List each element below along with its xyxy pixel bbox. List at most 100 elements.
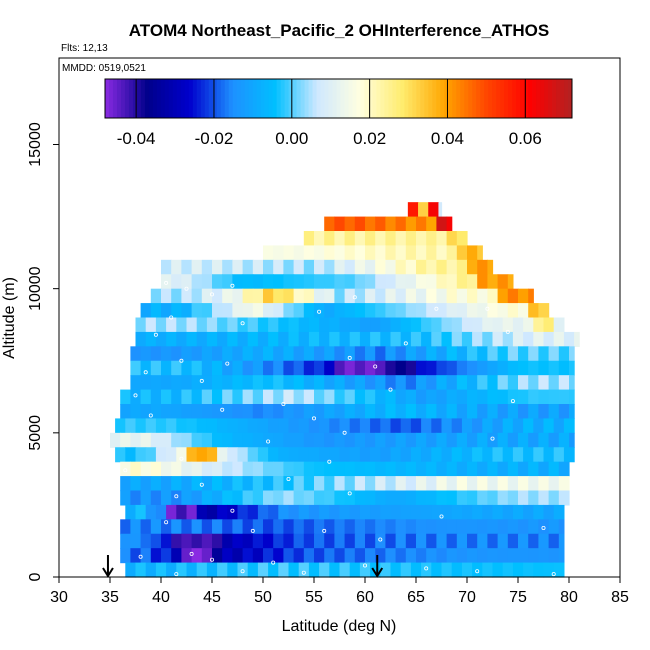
heatmap-cell	[354, 259, 366, 275]
heatmap-cell	[502, 418, 514, 434]
heatmap-cell	[405, 216, 417, 232]
heatmap-cell	[385, 432, 397, 448]
heatmap-cell	[252, 259, 264, 275]
heatmap-cell	[334, 245, 346, 261]
heatmap-cell	[242, 519, 254, 535]
heatmap-cell	[283, 490, 295, 506]
colorbar-swatch	[264, 79, 270, 118]
heatmap-cell	[467, 389, 478, 405]
heatmap-cell	[314, 360, 325, 376]
heatmap-cell	[303, 274, 315, 290]
heatmap-cell	[268, 562, 279, 578]
heatmap-cell	[405, 432, 417, 448]
heatmap-cell	[176, 562, 188, 578]
heatmap-cell	[298, 418, 310, 434]
heatmap-cell	[518, 519, 529, 535]
colorbar-swatch	[252, 79, 258, 118]
heatmap-cell	[181, 476, 193, 492]
colorbar-swatch	[224, 79, 230, 118]
heatmap-cell	[191, 519, 203, 535]
heatmap-cell	[553, 504, 565, 520]
heatmap-cell	[161, 288, 172, 304]
heatmap-cell	[456, 490, 468, 506]
heatmap-cell	[349, 447, 361, 463]
heatmap-cell	[344, 274, 356, 290]
heatmap-cell	[130, 432, 142, 448]
sample-point	[220, 407, 225, 412]
heatmap-cell	[171, 346, 182, 362]
heatmap-cell	[426, 533, 437, 549]
heatmap-cell	[140, 548, 152, 564]
heatmap-cell	[314, 533, 325, 549]
heatmap-cell	[528, 346, 539, 362]
heatmap-cell	[456, 519, 468, 535]
heatmap-cell	[150, 346, 162, 362]
heatmap-cell	[314, 303, 325, 319]
heatmap-cell	[155, 504, 167, 520]
heatmap-cell	[487, 274, 499, 290]
heatmap-cell	[222, 476, 233, 492]
heatmap-cell	[456, 346, 468, 362]
heatmap-cell	[395, 375, 407, 391]
x-tick-label: 35	[101, 589, 119, 606]
heatmap-cell	[191, 389, 203, 405]
colorbar-swatch	[168, 79, 174, 118]
heatmap-cell	[242, 375, 254, 391]
heatmap-cell	[191, 360, 203, 376]
heatmap-cell	[359, 418, 371, 434]
colorbar-swatch	[476, 79, 481, 118]
colorbar-swatch	[372, 79, 377, 118]
heatmap-cell	[273, 389, 284, 405]
heatmap-cell	[150, 360, 162, 376]
heatmap-cell	[431, 418, 443, 434]
colorbar-swatch	[188, 79, 194, 118]
heatmap-cell	[334, 288, 346, 304]
heatmap-cell	[263, 389, 274, 405]
heatmap-cell	[135, 504, 147, 520]
heatmap-cell	[273, 360, 284, 376]
heatmap-cell	[405, 274, 417, 290]
heatmap-cell	[497, 274, 509, 290]
heatmap-cell	[140, 461, 152, 477]
heatmap-cell	[303, 375, 315, 391]
heatmap-cell	[548, 389, 560, 405]
heatmap-cell	[487, 519, 499, 535]
heatmap-cell	[242, 461, 254, 477]
heatmap-cell	[191, 533, 203, 549]
heatmap-cell	[538, 404, 550, 420]
heatmap-cell	[548, 476, 560, 492]
colorbar-swatch	[144, 79, 150, 118]
heatmap-cell	[365, 533, 376, 549]
heatmap-cell	[324, 519, 335, 535]
heatmap-cell	[186, 317, 198, 333]
heatmap-cell	[370, 317, 381, 333]
heatmap-cell	[456, 303, 468, 319]
heatmap-cell	[252, 389, 264, 405]
colorbar-swatch	[268, 79, 274, 118]
heatmap-cell	[247, 447, 259, 463]
heatmap-cell	[283, 259, 295, 275]
heatmap-cell	[410, 562, 422, 578]
sample-point	[179, 456, 184, 461]
heatmap-cell	[344, 360, 356, 376]
heatmap-cell	[558, 476, 570, 492]
heatmap-cell	[298, 331, 310, 347]
heatmap-cell	[477, 259, 488, 275]
heatmap-cell	[242, 490, 254, 506]
heatmap-cell	[426, 303, 437, 319]
heatmap-cell	[482, 447, 494, 463]
heatmap-cell	[181, 519, 193, 535]
heatmap-cell	[533, 317, 545, 333]
colorbar-swatch	[440, 79, 445, 118]
heatmap-cell	[436, 519, 448, 535]
heatmap-cell	[135, 447, 147, 463]
colorbar-tick-label: 0.04	[431, 129, 464, 148]
heatmap-cell	[472, 562, 483, 578]
colorbar-swatch	[240, 79, 246, 118]
heatmap-cell	[487, 404, 499, 420]
heatmap-cell	[120, 548, 131, 564]
heatmap-cell	[538, 389, 550, 405]
heatmap-cell	[487, 548, 499, 564]
heatmap-cell	[477, 519, 488, 535]
heatmap-cell	[482, 331, 494, 347]
